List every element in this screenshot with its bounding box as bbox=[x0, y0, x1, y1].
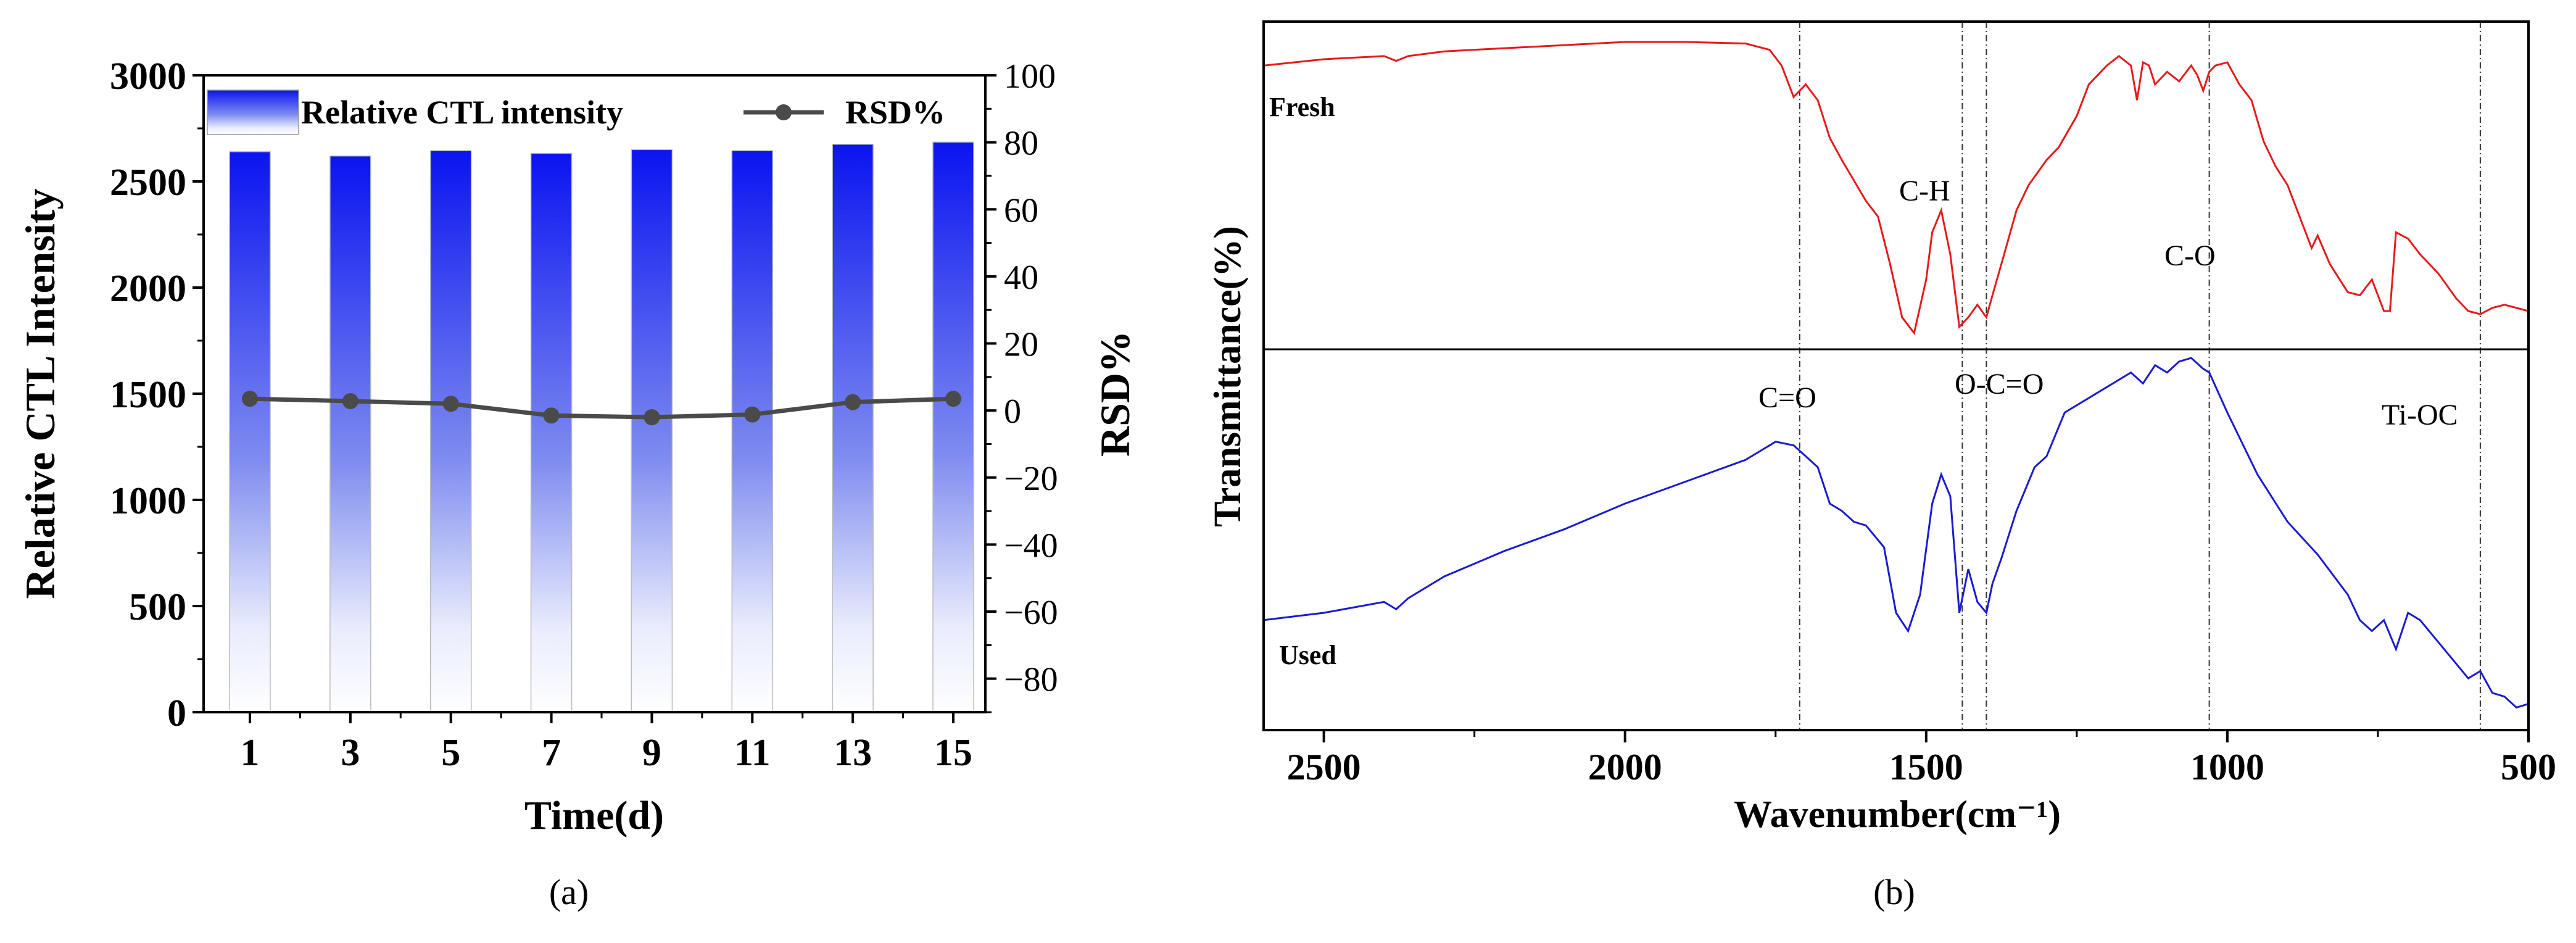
bar bbox=[429, 150, 472, 713]
legend-line-marker bbox=[776, 104, 792, 120]
reference-lines bbox=[1799, 22, 2481, 730]
x-tick-label: 9 bbox=[642, 732, 661, 774]
legend-line-label: RSD% bbox=[845, 94, 945, 131]
bar bbox=[631, 149, 673, 713]
y2-tick-label: 60 bbox=[1004, 191, 1038, 230]
bar bbox=[932, 141, 974, 713]
bar bbox=[832, 144, 874, 713]
rsd-line-series bbox=[242, 391, 961, 426]
panel-label-b: (b) bbox=[1873, 872, 1915, 912]
x-axis-title: Time(d) bbox=[524, 793, 664, 838]
x-tick-label: 11 bbox=[734, 732, 771, 774]
wavenumber-tick-label: 500 bbox=[2501, 747, 2556, 787]
wavenumber-tick-label: 1500 bbox=[1889, 747, 1963, 787]
bar bbox=[530, 152, 573, 713]
rsd-point bbox=[342, 393, 358, 409]
rsd-point bbox=[845, 394, 861, 410]
y-tick-label: 1500 bbox=[110, 374, 186, 416]
y-tick-label: 2500 bbox=[110, 162, 186, 204]
x-tick-label: 7 bbox=[542, 732, 561, 774]
y2-axis-title: RSD% bbox=[1091, 331, 1138, 457]
used-spectrum-line bbox=[1264, 357, 2528, 709]
fresh-label: Fresh bbox=[1269, 92, 1335, 122]
annotation-c-double-o: C=O bbox=[1758, 381, 1816, 414]
rsd-point bbox=[442, 396, 459, 412]
legend-bar-swatch bbox=[207, 89, 299, 135]
legend: Relative CTL intensity RSD% bbox=[207, 89, 945, 135]
annotation-o-c-double-o: O-C=O bbox=[1955, 368, 2044, 401]
panel-b-chart: 2500 2000 1500 1000 500 Fresh Used C-H C-O C… bbox=[1207, 20, 2556, 912]
y-tick-label: 0 bbox=[167, 692, 186, 734]
plot-frame-b bbox=[1262, 20, 2530, 731]
bar bbox=[229, 151, 271, 713]
right-axis: −80 −60 −40 −20 0 20 40 60 80 100 bbox=[985, 57, 1058, 713]
rsd-line bbox=[249, 396, 954, 420]
y2-tick-label: −60 bbox=[1004, 594, 1058, 632]
y2-tick-label: −40 bbox=[1004, 526, 1058, 565]
annotation-c-h: C-H bbox=[1899, 175, 1950, 207]
y2-tick-label: 20 bbox=[1004, 326, 1038, 364]
x-tick-label: 13 bbox=[834, 732, 872, 774]
bar-series bbox=[229, 141, 974, 713]
wavenumber-tick-label: 2500 bbox=[1287, 747, 1361, 787]
wavenumber-axis: 2500 2000 1500 1000 500 bbox=[1287, 730, 2556, 787]
x-tick-label: 3 bbox=[341, 732, 360, 774]
rsd-point bbox=[644, 409, 660, 426]
bar bbox=[329, 155, 371, 713]
x-tick-label: 1 bbox=[241, 732, 260, 774]
fresh-spectrum-line bbox=[1264, 41, 2528, 336]
y-tick-label: 2000 bbox=[110, 268, 186, 310]
annotation-c-o: C-O bbox=[2164, 239, 2216, 272]
y2-tick-label: −20 bbox=[1004, 460, 1058, 498]
rsd-point bbox=[242, 391, 258, 407]
wavenumber-tick-label: 2000 bbox=[1588, 747, 1662, 787]
bar bbox=[731, 150, 774, 713]
transmittance-axis-title: Transmittance(%) bbox=[1207, 226, 1249, 527]
y2-tick-label: 0 bbox=[1004, 393, 1021, 431]
annotation-ti-oc: Ti-OC bbox=[2382, 399, 2458, 431]
x-tick-label: 15 bbox=[934, 732, 972, 774]
legend-bar-label: Relative CTL intensity bbox=[301, 94, 623, 131]
y2-tick-label: 100 bbox=[1004, 57, 1056, 96]
y2-tick-label: −80 bbox=[1004, 661, 1058, 699]
wavenumber-axis-title: Wavenumber(cm⁻¹) bbox=[1734, 794, 2061, 836]
y-tick-label: 3000 bbox=[110, 56, 186, 98]
x-axis: 1 3 5 7 9 11 13 15 bbox=[241, 712, 972, 774]
left-axis: 0 500 1000 1500 2000 2500 3000 bbox=[110, 56, 204, 734]
wavenumber-tick-label: 1000 bbox=[2190, 747, 2264, 787]
y-tick-label: 1000 bbox=[110, 480, 186, 522]
y-axis-title: Relative CTL Intensity bbox=[17, 189, 64, 599]
x-tick-label: 5 bbox=[441, 732, 460, 774]
panel-label-a: (a) bbox=[549, 872, 589, 912]
used-label: Used bbox=[1279, 640, 1336, 670]
y-tick-label: 500 bbox=[129, 586, 186, 628]
rsd-point bbox=[543, 407, 560, 424]
y2-tick-label: 80 bbox=[1004, 125, 1038, 163]
panel-a-chart: 0 500 1000 1500 2000 2500 3000 −80 −60 −40 −20 0 20… bbox=[17, 56, 1138, 912]
rsd-point bbox=[744, 406, 761, 423]
y2-tick-label: 40 bbox=[1004, 259, 1038, 297]
rsd-point bbox=[945, 391, 961, 407]
